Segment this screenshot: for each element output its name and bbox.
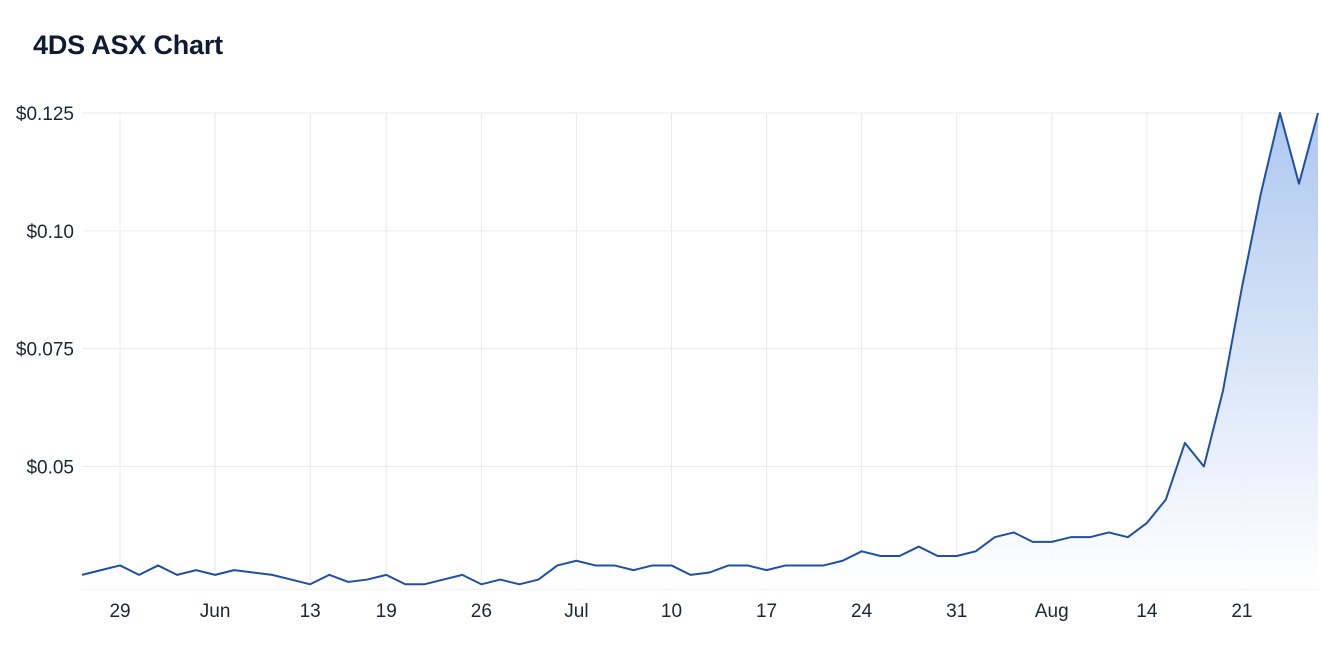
y-axis-ticks: $0.125 $0.10 $0.075 $0.05 (16, 104, 74, 478)
grid-lines (82, 112, 1318, 590)
price-line (81, 112, 1319, 586)
y-tick-label: $0.125 (16, 104, 74, 125)
x-tick-label: 24 (851, 601, 873, 622)
price-area-fill (82, 113, 1318, 589)
x-tick-label: 13 (300, 601, 321, 622)
y-tick-label: $0.05 (26, 457, 74, 478)
x-tick-label: 17 (756, 601, 777, 622)
x-tick-label: 21 (1231, 601, 1252, 622)
x-tick-label: 10 (661, 601, 682, 622)
x-tick-label: 14 (1136, 601, 1158, 622)
x-tick-label: Jun (200, 601, 231, 622)
x-axis-ticks: 29 Jun 13 19 26 Jul 10 17 24 31 Aug 14 21 (109, 601, 1252, 622)
x-tick-label: 26 (471, 601, 492, 622)
y-tick-label: $0.10 (26, 222, 74, 243)
x-tick-label: Aug (1035, 601, 1069, 622)
x-tick-label: 29 (109, 601, 130, 622)
y-tick-label: $0.075 (16, 340, 74, 361)
x-tick-label: Jul (564, 601, 588, 622)
x-tick-label: 19 (376, 601, 397, 622)
chart-title: 4DS ASX Chart (33, 30, 223, 60)
x-tick-label: 31 (946, 601, 967, 622)
